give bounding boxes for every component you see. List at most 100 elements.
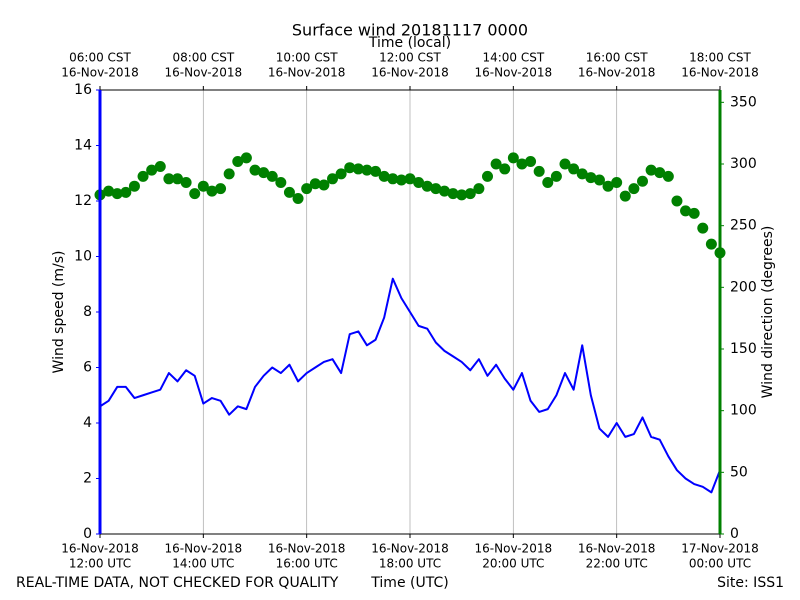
direction-marker (447, 188, 459, 200)
direction-marker (163, 173, 175, 185)
direction-marker (602, 180, 614, 192)
top-tick-label: 16-Nov-2018 (475, 66, 553, 80)
direction-marker (215, 183, 227, 195)
direction-marker (413, 177, 425, 188)
direction-marker (550, 170, 562, 182)
direction-marker (378, 170, 390, 182)
direction-marker (266, 170, 278, 182)
top-tick-label: 16-Nov-2018 (578, 66, 656, 80)
direction-marker (223, 168, 235, 180)
direction-marker (111, 188, 123, 200)
y2-tick-label: 150 (730, 341, 757, 357)
top-tick-label: 12:00 CST (379, 51, 441, 65)
y-tick-label: 0 (83, 526, 92, 542)
y2-tick-label: 200 (730, 279, 757, 295)
y-axis-label: Wind speed (m/s) (51, 251, 67, 374)
x-tick-label: 12:00 UTC (69, 557, 131, 571)
y2-tick-label: 300 (730, 156, 757, 172)
direction-marker (103, 185, 115, 197)
direction-marker (352, 163, 364, 175)
direction-marker (128, 180, 140, 192)
direction-marker (507, 152, 519, 164)
direction-marker (361, 164, 373, 176)
direction-marker (499, 163, 511, 175)
direction-marker (705, 238, 717, 250)
direction-marker (542, 177, 554, 188)
direction-marker (292, 193, 304, 205)
y-tick-label: 8 (83, 304, 92, 320)
top-tick-label: 14:00 CST (482, 51, 544, 65)
direction-marker (249, 164, 261, 176)
direction-marker (490, 158, 502, 170)
direction-marker (301, 183, 313, 195)
direction-marker (671, 195, 683, 207)
x-tick-label: 16-Nov-2018 (268, 542, 346, 556)
direction-marker (370, 165, 382, 177)
direction-marker (172, 173, 183, 185)
direction-marker (473, 183, 485, 195)
x-tick-label: 14:00 UTC (172, 557, 234, 571)
direction-marker (628, 183, 640, 195)
direction-marker (197, 180, 209, 192)
chart-title: Surface wind 20181117 0000 (292, 21, 528, 40)
direction-marker (654, 167, 666, 179)
direction-marker (395, 174, 407, 186)
direction-marker (232, 156, 244, 168)
top-tick-label: 16-Nov-2018 (371, 66, 449, 80)
direction-marker (309, 178, 321, 190)
x-tick-label: 16-Nov-2018 (61, 542, 139, 556)
top-tick-label: 16-Nov-2018 (268, 66, 346, 80)
y2-tick-label: 50 (730, 464, 748, 480)
y2-tick-label: 100 (730, 403, 757, 419)
top-tick-label: 06:00 CST (69, 51, 131, 65)
y2-tick-label: 350 (730, 94, 757, 110)
footer-note: REAL-TIME DATA, NOT CHECKED FOR QUALITY (16, 575, 339, 591)
direction-marker (318, 179, 330, 191)
direction-marker (516, 158, 528, 170)
direction-marker (146, 164, 158, 176)
direction-marker (456, 189, 468, 201)
direction-marker (327, 173, 338, 185)
y2-tick-label: 250 (730, 218, 757, 234)
direction-marker (275, 177, 287, 188)
direction-marker (482, 170, 493, 182)
x-tick-label: 16-Nov-2018 (165, 542, 243, 556)
x-tick-label: 00:00 UTC (689, 557, 751, 571)
x-tick-label: 18:00 UTC (379, 557, 441, 571)
speed-line (99, 277, 721, 494)
top-tick-label: 10:00 CST (276, 51, 338, 65)
direction-marker (593, 174, 605, 186)
direction-marker (619, 190, 631, 202)
direction-marker (137, 170, 149, 182)
direction-marker (611, 177, 623, 188)
direction-marker (120, 186, 132, 198)
direction-marker (637, 175, 648, 187)
y-tick-label: 2 (83, 471, 92, 487)
top-tick-label: 16-Nov-2018 (61, 66, 139, 80)
direction-marker (206, 185, 218, 197)
x-tick-label: 16:00 UTC (276, 557, 338, 571)
direction-marker (533, 165, 545, 177)
direction-marker (680, 205, 692, 217)
y2-tick-label: 0 (730, 526, 739, 542)
top-tick-label: 08:00 CST (172, 51, 234, 65)
x-axis-label: Time (UTC) (370, 575, 448, 591)
top-tick-label: 16:00 CST (586, 51, 648, 65)
direction-marker (387, 173, 399, 185)
direction-marker (421, 180, 433, 192)
y-tick-label: 16 (74, 82, 92, 98)
top-tick-label: 16-Nov-2018 (681, 66, 759, 80)
x-tick-label: 22:00 UTC (586, 557, 648, 571)
direction-marker (404, 173, 416, 185)
x-tick-label: 16-Nov-2018 (371, 542, 449, 556)
direction-marker (464, 188, 476, 200)
direction-marker (240, 152, 252, 164)
direction-marker (335, 168, 347, 180)
x-tick-label: 17-Nov-2018 (681, 542, 759, 556)
y-tick-label: 6 (83, 360, 92, 376)
direction-marker (438, 185, 450, 197)
site-label: Site: ISS1 (717, 575, 784, 591)
direction-marker (568, 163, 580, 175)
